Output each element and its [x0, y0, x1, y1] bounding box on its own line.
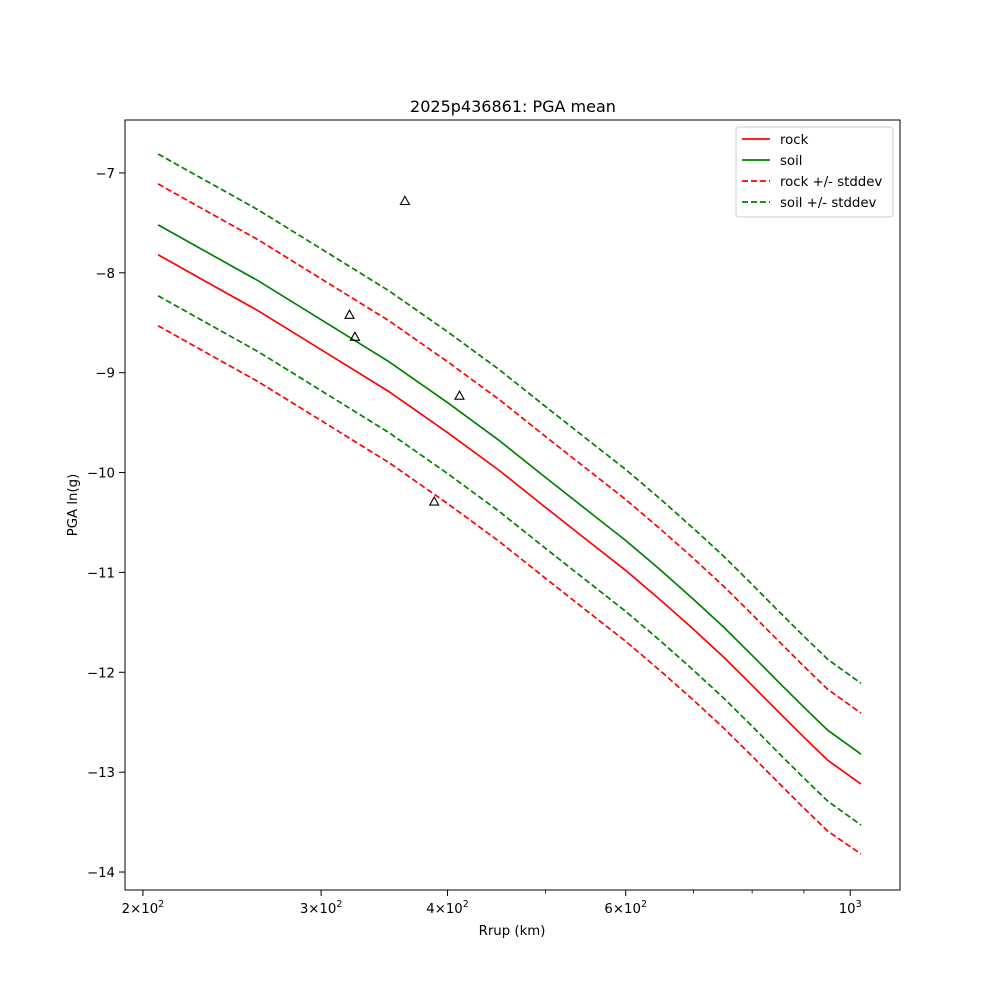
- legend-label-2: rock +/- stddev: [780, 175, 882, 190]
- observation-point-0: [344, 309, 355, 319]
- x-tick-label-2: 4×102: [426, 899, 469, 917]
- y-tick-label-1: −13: [87, 766, 115, 781]
- y-tick-label-3: −11: [87, 566, 115, 581]
- x-tick-label-0: 2×102: [122, 899, 165, 917]
- observation-point-1: [349, 331, 361, 341]
- legend-label-1: soil: [780, 154, 802, 169]
- y-axis: −14 −13 −12 −11 −10 −9 −8 −7: [87, 167, 125, 881]
- chart-title: 2025p436861: PGA mean: [410, 97, 616, 116]
- series-line-1: [157, 224, 862, 755]
- y-tick-label-7: −7: [95, 167, 115, 182]
- series-line-0: [157, 254, 862, 785]
- series-line-3: [157, 324, 862, 855]
- x-axis: 2×102 3×102 4×102 6×102 103: [122, 890, 862, 917]
- series-line-5: [157, 295, 862, 826]
- x-tick-label-3: 6×102: [604, 899, 647, 917]
- x-tick-label-1: 3×102: [300, 899, 343, 917]
- y-tick-label-5: −9: [95, 367, 115, 382]
- series-layer: [157, 153, 862, 855]
- plot-frame: [124, 119, 901, 891]
- legend-label-0: rock: [780, 133, 809, 148]
- legend: rock soil rock +/- stddev soil +/- stddev: [735, 126, 894, 218]
- observations-layer: [344, 195, 465, 506]
- y-axis-label: PGA ln(g): [66, 474, 81, 537]
- observation-point-4: [454, 389, 465, 400]
- legend-box: [735, 126, 894, 218]
- observation-point-3: [428, 495, 440, 506]
- y-tick-label-6: −8: [95, 267, 115, 282]
- series-line-4: [157, 153, 862, 684]
- y-tick-label-0: −14: [87, 866, 115, 881]
- y-tick-label-4: −10: [87, 467, 115, 482]
- x-axis-label: Rrup (km): [479, 924, 546, 939]
- legend-label-3: soil +/- stddev: [780, 196, 877, 211]
- y-tick-label-2: −12: [87, 666, 115, 681]
- series-line-2: [157, 183, 862, 714]
- x-tick-label-4: 103: [839, 899, 862, 917]
- observation-point-2: [399, 195, 411, 206]
